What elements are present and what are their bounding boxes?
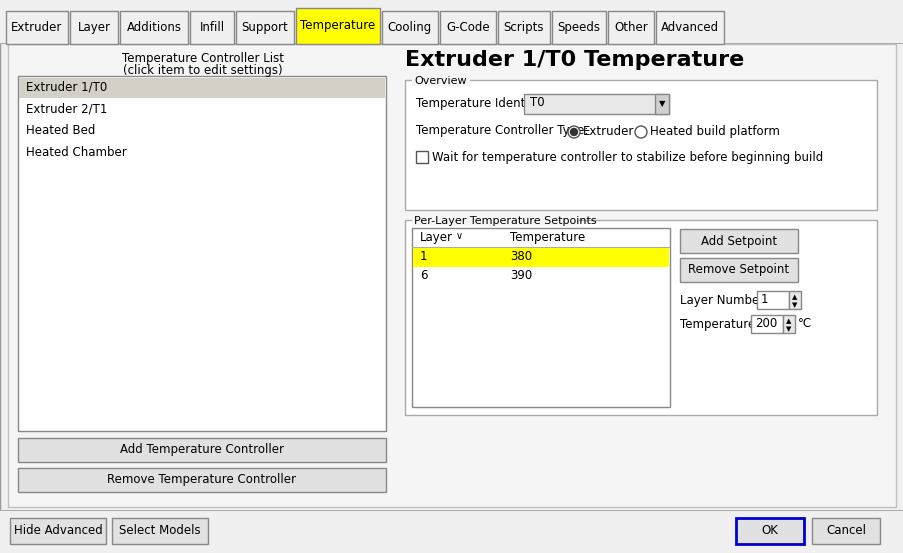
Text: ∨: ∨ (455, 231, 462, 241)
Text: Additions: Additions (126, 21, 182, 34)
Bar (655, 94, 668, 114)
Bar (679, 229, 797, 253)
Text: Add Setpoint: Add Setpoint (700, 234, 777, 248)
Bar (190, 11, 234, 44)
Text: Heated build platform: Heated build platform (649, 125, 779, 138)
Text: Select Models: Select Models (119, 524, 200, 538)
Bar (679, 258, 797, 282)
Text: ▲: ▲ (791, 294, 796, 300)
Text: 6: 6 (420, 269, 427, 282)
Bar (412, 217, 578, 226)
Text: Other: Other (613, 21, 647, 34)
Text: Temperature Controller List: Temperature Controller List (122, 52, 284, 65)
Bar (782, 315, 794, 333)
Text: Extruder 2/T1: Extruder 2/T1 (26, 102, 107, 115)
Text: G-Code: G-Code (446, 21, 489, 34)
Text: Temperature Identifier: Temperature Identifier (415, 97, 548, 110)
Text: T0: T0 (529, 96, 544, 109)
Circle shape (567, 126, 580, 138)
Text: 380: 380 (509, 250, 532, 263)
Bar (415, 151, 427, 163)
Text: ▼: ▼ (658, 100, 665, 108)
Bar (656, 11, 723, 44)
Text: Scripts: Scripts (503, 21, 544, 34)
Circle shape (634, 126, 647, 138)
Text: ▲: ▲ (786, 318, 791, 324)
Text: Temperature Controller Type:: Temperature Controller Type: (415, 124, 588, 137)
Text: Extruder 1/T0 Temperature: Extruder 1/T0 Temperature (405, 50, 743, 70)
Text: Temperature: Temperature (300, 19, 376, 33)
Bar (10, 518, 106, 544)
Text: 1: 1 (760, 293, 768, 306)
Bar (412, 247, 669, 248)
Text: Layer: Layer (78, 21, 110, 34)
Text: Layer: Layer (420, 231, 452, 244)
Text: Heated Bed: Heated Bed (26, 124, 96, 137)
Text: Wait for temperature controller to stabilize before beginning build: Wait for temperature controller to stabi… (432, 151, 823, 164)
Text: °C: °C (797, 317, 811, 330)
Text: (click item to edit settings): (click item to edit settings) (123, 64, 283, 77)
Text: Layer Number: Layer Number (679, 294, 763, 307)
Text: Remove Temperature Controller: Remove Temperature Controller (107, 473, 296, 487)
Bar (735, 518, 803, 544)
Text: Extruder: Extruder (12, 21, 62, 34)
Text: Remove Setpoint: Remove Setpoint (688, 263, 788, 276)
Bar (788, 291, 800, 309)
Bar (70, 11, 118, 44)
Bar (0, 43, 903, 44)
Text: 200: 200 (754, 317, 777, 330)
Text: Heated Chamber: Heated Chamber (26, 146, 126, 159)
Bar (18, 76, 386, 431)
Bar (0, 511, 903, 553)
Bar (524, 94, 668, 114)
Bar (6, 11, 68, 44)
Bar (750, 315, 782, 333)
Bar (19, 78, 385, 98)
Bar (236, 11, 293, 44)
Bar (608, 11, 653, 44)
Bar (18, 468, 386, 492)
Text: ▼: ▼ (791, 302, 796, 308)
Bar (120, 11, 188, 44)
Bar (0, 0, 903, 44)
Text: Speeds: Speeds (557, 21, 600, 34)
Bar (405, 220, 876, 415)
Bar (498, 11, 549, 44)
Bar (756, 291, 788, 309)
Bar (412, 228, 669, 407)
Text: OK: OK (760, 524, 777, 538)
Text: ▼: ▼ (786, 326, 791, 332)
Bar (440, 11, 496, 44)
Bar (405, 80, 876, 210)
Text: Add Temperature Controller: Add Temperature Controller (120, 444, 284, 456)
Text: Overview: Overview (414, 76, 466, 86)
Text: Advanced: Advanced (660, 21, 718, 34)
Text: Extruder 1/T0: Extruder 1/T0 (26, 80, 107, 93)
Circle shape (570, 128, 577, 135)
Bar (8, 44, 895, 507)
Text: Temperature: Temperature (679, 318, 754, 331)
Text: Temperature: Temperature (509, 231, 584, 244)
Bar (413, 248, 668, 267)
Bar (295, 8, 379, 44)
Text: Cancel: Cancel (825, 524, 865, 538)
Text: Extruder: Extruder (582, 125, 634, 138)
Bar (112, 518, 208, 544)
Text: Per-Layer Temperature Setpoints: Per-Layer Temperature Setpoints (414, 216, 596, 226)
Bar (412, 77, 470, 86)
Text: Hide Advanced: Hide Advanced (14, 524, 102, 538)
Text: Infill: Infill (200, 21, 224, 34)
Text: 1: 1 (420, 250, 427, 263)
Bar (552, 11, 605, 44)
Bar (382, 11, 438, 44)
Text: Cooling: Cooling (387, 21, 432, 34)
Text: 390: 390 (509, 269, 532, 282)
Bar (811, 518, 879, 544)
Bar (18, 438, 386, 462)
Text: Support: Support (241, 21, 288, 34)
Bar (0, 510, 903, 511)
